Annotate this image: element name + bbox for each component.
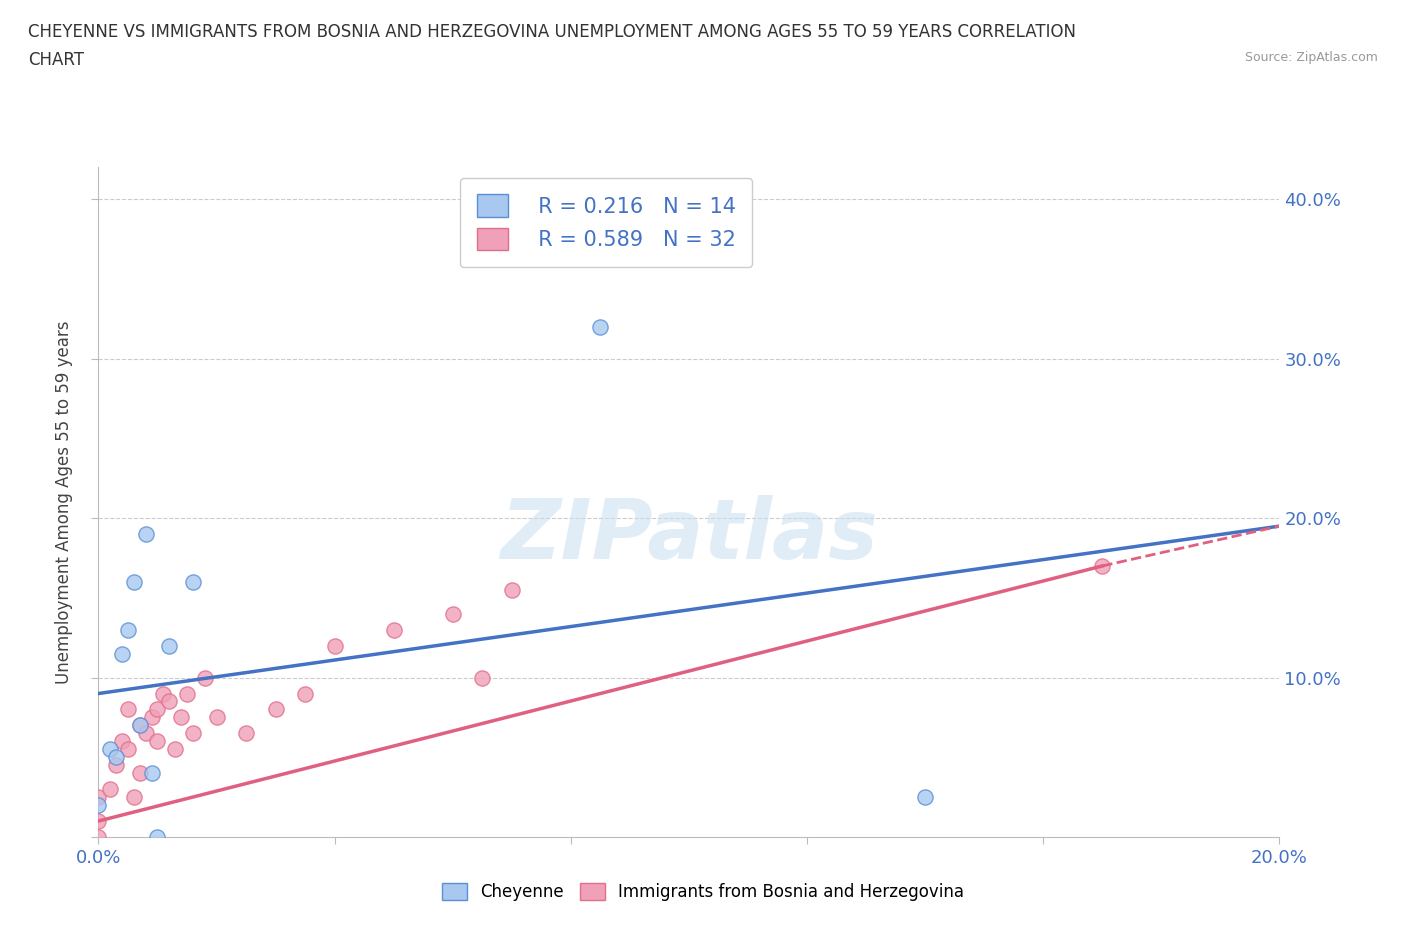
Point	[135, 726, 157, 741]
Point	[87, 798, 110, 813]
Point	[165, 742, 187, 757]
Text: CHART: CHART	[28, 51, 84, 69]
Point	[111, 734, 134, 749]
Point	[87, 790, 110, 804]
Point	[589, 319, 612, 334]
Point	[146, 830, 169, 844]
Point	[471, 671, 494, 685]
Point	[382, 622, 405, 637]
Point	[157, 694, 180, 709]
Point	[98, 742, 121, 757]
Point	[128, 718, 150, 733]
Point	[105, 750, 128, 764]
Point	[122, 575, 145, 590]
Point	[117, 622, 139, 637]
Point	[117, 702, 139, 717]
Point	[914, 790, 936, 804]
Point	[181, 575, 204, 590]
Point	[122, 790, 145, 804]
Point	[501, 582, 523, 597]
Point	[105, 758, 128, 773]
Text: Source: ZipAtlas.com: Source: ZipAtlas.com	[1244, 51, 1378, 64]
Point	[170, 710, 193, 724]
Point	[264, 702, 287, 717]
Point	[181, 726, 204, 741]
Point	[205, 710, 228, 724]
Legend:   R = 0.216   N = 14,   R = 0.589   N = 32: R = 0.216 N = 14, R = 0.589 N = 32	[460, 178, 752, 267]
Point	[146, 734, 169, 749]
Point	[128, 765, 150, 780]
Point	[135, 526, 157, 541]
Point	[194, 671, 217, 685]
Text: CHEYENNE VS IMMIGRANTS FROM BOSNIA AND HERZEGOVINA UNEMPLOYMENT AMONG AGES 55 TO: CHEYENNE VS IMMIGRANTS FROM BOSNIA AND H…	[28, 23, 1076, 41]
Point	[176, 686, 198, 701]
Y-axis label: Unemployment Among Ages 55 to 59 years: Unemployment Among Ages 55 to 59 years	[55, 321, 73, 684]
Legend: Cheyenne, Immigrants from Bosnia and Herzegovina: Cheyenne, Immigrants from Bosnia and Her…	[434, 876, 972, 908]
Point	[1091, 559, 1114, 574]
Point	[441, 606, 464, 621]
Point	[87, 814, 110, 829]
Point	[87, 830, 110, 844]
Point	[152, 686, 174, 701]
Point	[323, 638, 346, 653]
Point	[146, 702, 169, 717]
Point	[294, 686, 316, 701]
Point	[128, 718, 150, 733]
Point	[235, 726, 257, 741]
Point	[141, 765, 163, 780]
Point	[111, 646, 134, 661]
Point	[141, 710, 163, 724]
Text: ZIPatlas: ZIPatlas	[501, 495, 877, 577]
Point	[98, 782, 121, 797]
Point	[117, 742, 139, 757]
Point	[157, 638, 180, 653]
